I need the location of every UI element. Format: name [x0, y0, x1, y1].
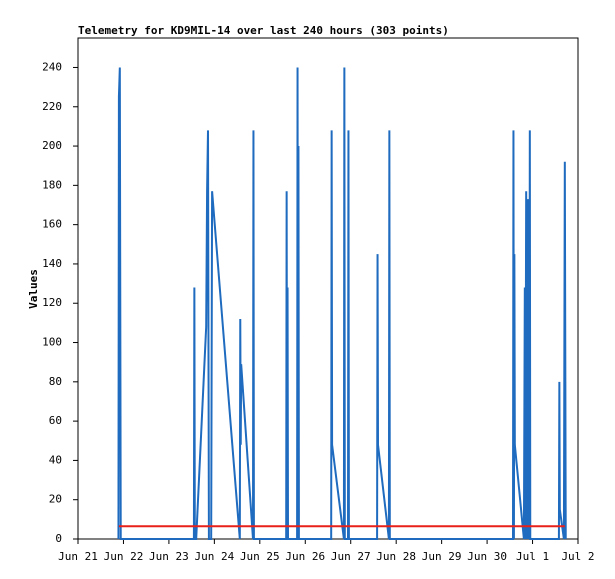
- y-tick-label: 20: [49, 493, 62, 506]
- x-tick-label: Jun 23: [149, 550, 189, 563]
- y-tick-label: 100: [42, 336, 62, 349]
- y-tick-label: 200: [42, 139, 62, 152]
- x-tick-label: Jun 25: [240, 550, 280, 563]
- x-tick-label: Jun 24: [194, 550, 234, 563]
- y-tick-label: 80: [49, 375, 62, 388]
- y-tick-label: 0: [55, 532, 62, 545]
- x-tick-label: Jul 1: [516, 550, 549, 563]
- y-tick-label: 60: [49, 414, 62, 427]
- y-tick-label: 120: [42, 296, 62, 309]
- x-tick-label: Jul 2: [561, 550, 594, 563]
- x-tick-label: Jun 22: [104, 550, 144, 563]
- x-tick-label: Jun 29: [422, 550, 462, 563]
- plot-frame: [77, 37, 579, 540]
- y-tick-label: 140: [42, 257, 62, 270]
- x-tick-label: Jun 30: [467, 550, 507, 563]
- y-tick-label: 220: [42, 100, 62, 113]
- y-tick-label: 180: [42, 178, 62, 191]
- data-line: [117, 67, 567, 540]
- x-tick-label: Jun 21: [58, 550, 98, 563]
- y-axis-label: Values: [27, 269, 40, 309]
- chart-title: Telemetry for KD9MIL-14 over last 240 ho…: [78, 24, 449, 37]
- x-tick-label: Jun 26: [285, 550, 325, 563]
- y-tick-label: 40: [49, 453, 62, 466]
- x-tick-label: Jun 28: [376, 550, 416, 563]
- x-tick-label: Jun 27: [331, 550, 371, 563]
- y-tick-label: 160: [42, 218, 62, 231]
- y-tick-label: 240: [42, 60, 62, 73]
